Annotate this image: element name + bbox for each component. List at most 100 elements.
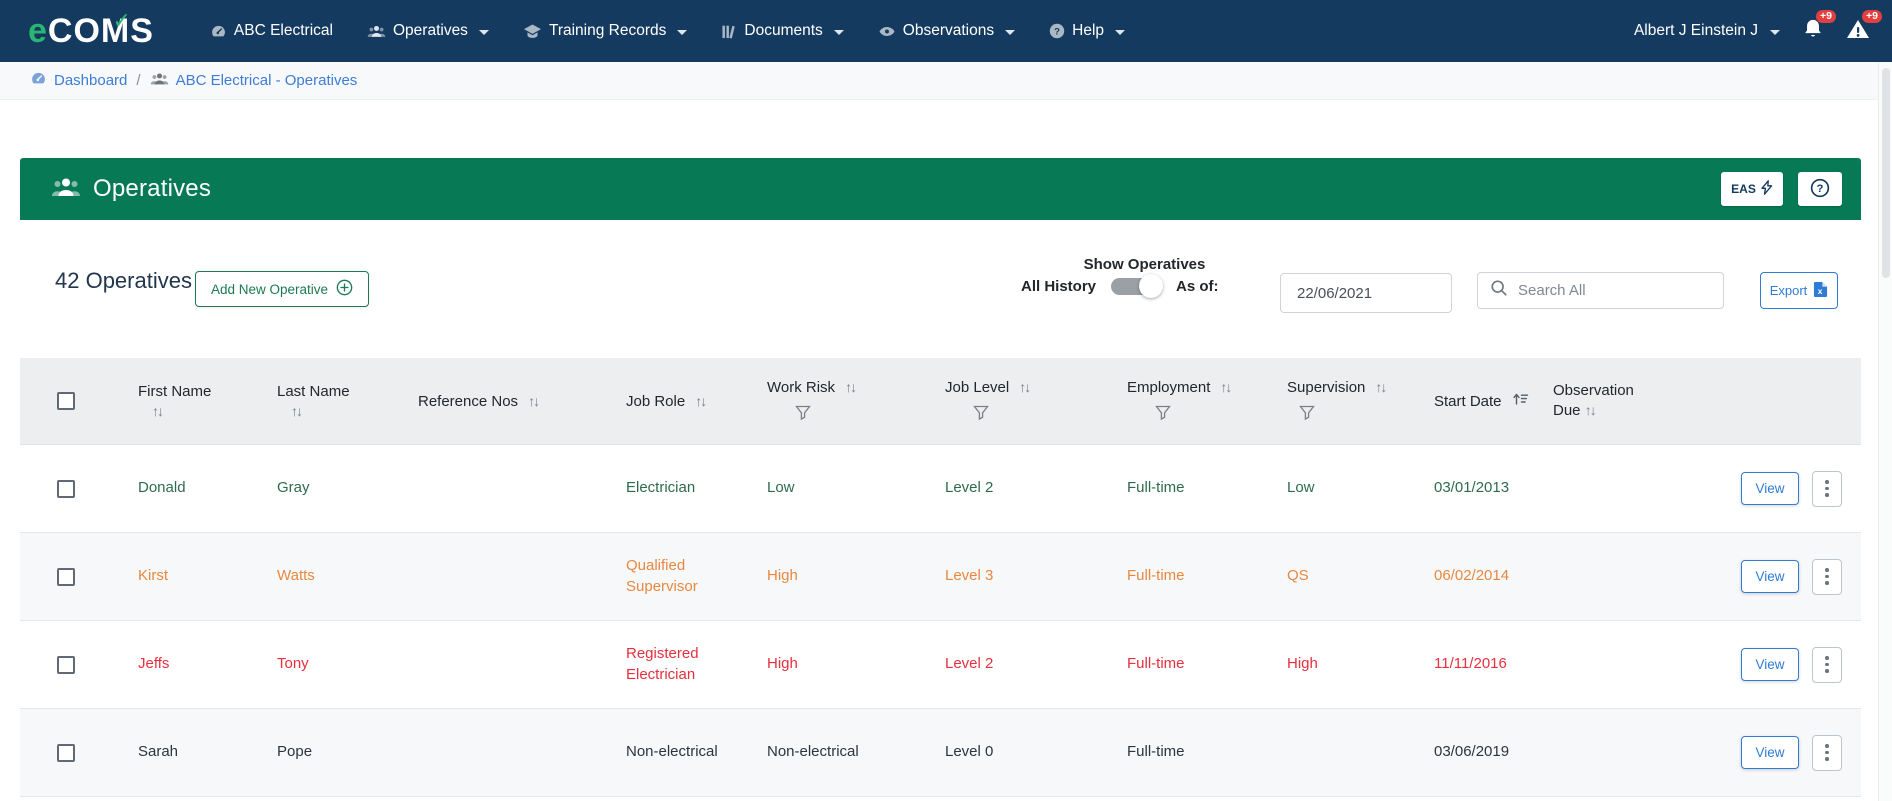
cell-start-date: 06/02/2014	[1434, 567, 1510, 585]
row-menu-button[interactable]	[1812, 646, 1842, 683]
column-header-first-name[interactable]: First Name	[138, 383, 212, 400]
row-checkbox[interactable]	[57, 567, 75, 586]
books-icon	[721, 23, 737, 40]
chevron-down-icon	[478, 29, 489, 35]
column-header-work-risk[interactable]: Work Risk	[767, 378, 836, 396]
sort-icon[interactable]: ↑↓	[152, 403, 164, 419]
breadcrumb-separator: /	[136, 72, 141, 89]
column-header-last-name[interactable]: Last Name	[277, 383, 350, 400]
cell-employment: Full-time	[1127, 567, 1185, 585]
sort-icon[interactable]: ↑↓	[695, 393, 707, 409]
chevron-down-icon	[1115, 29, 1126, 35]
logo-check-icon: ✓	[112, 7, 132, 33]
sort-icon[interactable]: ↑↓	[1220, 379, 1232, 395]
filter-icon[interactable]	[795, 405, 945, 424]
table-row: Donald Gray Electrician Low Level 2 Full…	[20, 445, 1861, 533]
search-input[interactable]	[1518, 282, 1717, 299]
nav-item-documents[interactable]: Documents	[721, 22, 844, 40]
notifications-button[interactable]: +9	[1802, 9, 1836, 46]
question-circle-icon: ?	[1810, 178, 1830, 201]
nav-label: Observations	[902, 22, 995, 39]
row-checkbox[interactable]	[57, 743, 75, 762]
cell-last-name: Tony	[277, 655, 309, 673]
user-name: Albert J Einstein J	[1633, 22, 1758, 39]
view-button[interactable]: View	[1741, 472, 1799, 505]
breadcrumb-current[interactable]: ABC Electrical - Operatives	[150, 71, 357, 90]
cell-last-name: Watts	[277, 567, 315, 585]
filter-icon[interactable]	[1299, 405, 1434, 424]
view-button[interactable]: View	[1741, 648, 1799, 681]
users-icon	[367, 23, 386, 39]
sort-icon[interactable]: ↑↓	[1375, 379, 1387, 395]
search-icon	[1490, 279, 1508, 302]
user-menu[interactable]: Albert J Einstein J	[1634, 22, 1780, 40]
cell-job-role: Non-electrical	[626, 743, 718, 761]
sort-icon[interactable]: ↑↓	[528, 393, 540, 409]
chevron-down-icon	[1005, 29, 1016, 35]
plus-circle-icon	[336, 279, 353, 299]
as-of-date-input[interactable]	[1280, 273, 1452, 313]
sort-icon[interactable]: ↑↓	[1584, 402, 1597, 418]
graduation-cap-icon	[523, 23, 542, 40]
panel-header: Operatives EAS ?	[20, 158, 1861, 220]
nav-item-abc-electrical[interactable]: ABC Electrical	[210, 22, 333, 40]
column-header-job-role[interactable]: Job Role	[626, 392, 686, 410]
sort-icon[interactable]: ↑↓	[1019, 379, 1031, 395]
filter-icon[interactable]	[973, 405, 1127, 424]
all-history-label: All History	[1021, 278, 1097, 295]
scrollbar-thumb[interactable]	[1881, 68, 1890, 278]
nav-label: Training Records	[548, 22, 667, 39]
bell-icon	[1802, 19, 1824, 45]
breadcrumb-label: Dashboard	[54, 72, 128, 89]
table-row: Jeffs Tony Registered Electrician High L…	[20, 621, 1861, 709]
cell-employment: Full-time	[1127, 743, 1185, 761]
export-button[interactable]: Export x	[1760, 272, 1838, 309]
top-navbar: eCOMS ✓ ABC Electrical Operatives Traini…	[0, 0, 1892, 62]
page-scrollbar[interactable]	[1878, 62, 1892, 801]
cell-work-risk: Non-electrical	[767, 743, 859, 761]
cell-first-name: Jeffs	[138, 655, 170, 673]
cell-employment: Full-time	[1127, 655, 1185, 673]
cell-job-role: Electrician	[626, 479, 696, 497]
cell-job-role: Qualified Supervisor	[626, 557, 698, 595]
alert-icon	[1846, 19, 1870, 45]
sort-icon[interactable]: ↑↓	[291, 403, 303, 419]
panel-help-button[interactable]: ?	[1798, 172, 1842, 206]
breadcrumb-dashboard[interactable]: Dashboard	[30, 70, 127, 91]
nav-item-training-records[interactable]: Training Records	[523, 22, 688, 40]
column-header-supervision[interactable]: Supervision	[1287, 378, 1366, 396]
nav-item-operatives[interactable]: Operatives	[367, 22, 489, 40]
column-header-job-level[interactable]: Job Level	[945, 378, 1010, 396]
alert-badge: +9	[1862, 9, 1882, 23]
app-logo[interactable]: eCOMS ✓	[28, 8, 154, 51]
lightning-icon	[1761, 180, 1773, 198]
cell-start-date: 03/01/2013	[1434, 479, 1510, 497]
search-box	[1477, 272, 1724, 309]
row-menu-button[interactable]	[1812, 470, 1842, 507]
filter-icon[interactable]	[1155, 405, 1287, 424]
add-new-operative-button[interactable]: Add New Operative	[195, 271, 370, 307]
eas-button[interactable]: EAS	[1721, 172, 1783, 206]
breadcrumb: Dashboard / ABC Electrical - Operatives	[0, 62, 1892, 100]
table-row: Kirst Watts Qualified Supervisor High Le…	[20, 533, 1861, 621]
navbar-right: Albert J Einstein J +9 +9	[1634, 9, 1882, 46]
row-checkbox[interactable]	[57, 655, 75, 674]
row-checkbox[interactable]	[57, 479, 75, 498]
column-header-reference-nos[interactable]: Reference Nos	[418, 392, 519, 410]
row-menu-button[interactable]	[1812, 558, 1842, 595]
nav-item-observations[interactable]: Observations	[878, 22, 1016, 40]
view-button[interactable]: View	[1741, 560, 1799, 593]
alerts-button[interactable]: +9	[1846, 9, 1882, 46]
column-header-observation-due[interactable]: Observation Due	[1553, 381, 1634, 419]
column-header-employment[interactable]: Employment	[1127, 378, 1211, 396]
column-header-start-date[interactable]: Start Date	[1434, 392, 1502, 410]
gauge-icon	[30, 70, 47, 91]
cell-last-name: Gray	[277, 479, 310, 497]
select-all-checkbox[interactable]	[57, 392, 75, 410]
row-menu-button[interactable]	[1812, 734, 1842, 771]
view-button[interactable]: View	[1741, 736, 1799, 769]
nav-item-help[interactable]: ? Help	[1049, 22, 1126, 40]
sort-ascending-icon[interactable]	[1512, 392, 1529, 410]
sort-icon[interactable]: ↑↓	[845, 379, 857, 395]
history-toggle[interactable]	[1111, 274, 1164, 298]
